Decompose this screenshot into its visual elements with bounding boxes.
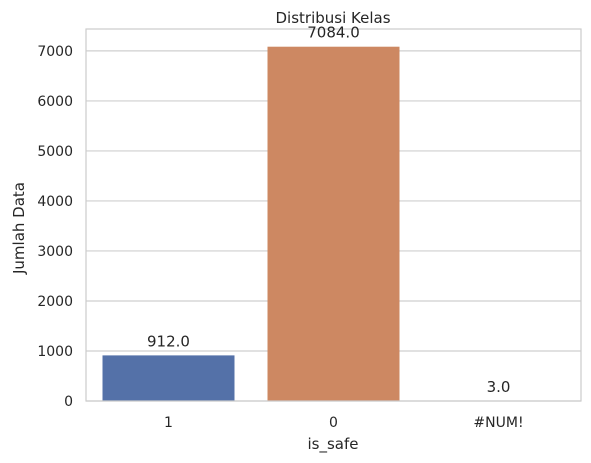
x-tick-label: 1 (164, 415, 173, 431)
y-tick-label: 3000 (37, 244, 73, 260)
bar-value-label: 3.0 (487, 378, 511, 396)
y-tick-label: 1000 (37, 344, 73, 360)
y-tick-label: 5000 (37, 144, 73, 160)
y-tick-label: 7000 (37, 44, 73, 60)
y-tick-label: 6000 (37, 94, 73, 110)
y-tick-label: 0 (64, 394, 73, 410)
y-axis-label: Jumlah Data (10, 182, 28, 275)
bar (268, 47, 400, 401)
x-axis-label: is_safe (308, 435, 359, 454)
bar (103, 355, 235, 401)
x-tick-label: #NUM! (473, 415, 523, 431)
bar-value-label: 912.0 (147, 332, 190, 350)
y-tick-label: 4000 (37, 194, 73, 210)
y-tick-labels: 0 1000 2000 3000 4000 5000 6000 7000 (37, 44, 73, 410)
x-tick-labels: 1 0 #NUM! (164, 415, 524, 431)
x-tick-label: 0 (329, 415, 338, 431)
y-tick-label: 2000 (37, 294, 73, 310)
chart-title: Distribusi Kelas (275, 9, 390, 27)
